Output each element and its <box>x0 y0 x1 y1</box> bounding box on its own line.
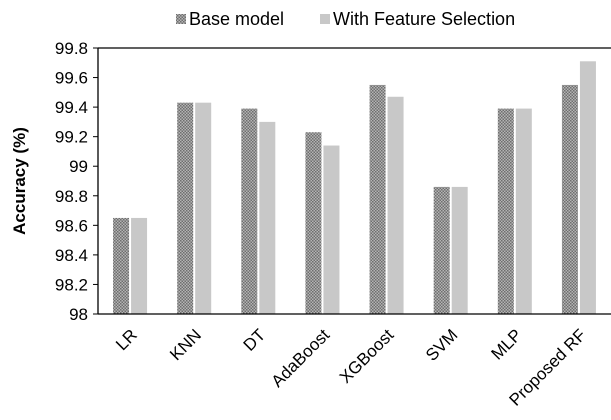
legend-swatch-base-model <box>176 14 186 24</box>
y-tick-label: 99.8 <box>55 39 88 58</box>
x-tick-label: KNN <box>166 325 205 364</box>
bar-base-model-knn <box>177 102 194 314</box>
y-tick-label: 99.4 <box>55 98 88 117</box>
x-tick-label: DT <box>240 325 269 354</box>
bar-with-feature-selection-svm <box>451 186 468 314</box>
y-tick-label: 98 <box>69 305 88 324</box>
y-tick-label: 99.6 <box>55 69 88 88</box>
bar-base-model-adaboost <box>305 132 322 314</box>
bar-base-model-dt <box>241 108 258 314</box>
plot-frame <box>97 47 611 315</box>
y-tick-label: 98.6 <box>55 216 88 235</box>
x-tick-label: LR <box>112 325 141 354</box>
legend-label-with-feature-selection: With Feature Selection <box>333 9 515 29</box>
legend-label-base-model: Base model <box>189 9 284 29</box>
bar-base-model-svm <box>433 186 450 314</box>
bar-with-feature-selection-lr <box>131 217 148 314</box>
y-tick-label: 99.2 <box>55 128 88 147</box>
y-axis-title: Accuracy (%) <box>10 127 29 235</box>
bars <box>113 61 596 315</box>
bar-base-model-lr <box>113 217 130 314</box>
bar-with-feature-selection-proposed-rf <box>579 61 596 314</box>
y-tick-label: 98.8 <box>55 187 88 206</box>
y-tick-label: 98.4 <box>55 246 88 265</box>
x-tick-label: AdaBoost <box>268 325 334 391</box>
legend: Base model With Feature Selection <box>176 9 515 29</box>
y-tick-label: 98.2 <box>55 275 88 294</box>
y-tick-label: 99 <box>69 157 88 176</box>
bar-base-model-mlp <box>497 108 514 314</box>
bar-with-feature-selection-adaboost <box>323 145 340 314</box>
bar-with-feature-selection-mlp <box>515 108 532 314</box>
bar-with-feature-selection-knn <box>195 102 212 314</box>
x-tick-label: SVM <box>422 325 461 364</box>
legend-swatch-with-feature-selection <box>320 14 330 24</box>
bar-with-feature-selection-xgboost <box>387 96 404 315</box>
bar-with-feature-selection-dt <box>259 121 276 314</box>
y-axis: 98 98.2 98.4 98.6 98.8 99 99.2 99.4 99.6 99.8 <box>55 39 98 324</box>
x-tick-label: XGBoost <box>336 325 398 387</box>
x-tick-label: MLP <box>487 325 525 363</box>
bar-base-model-proposed-rf <box>561 84 578 314</box>
bar-base-model-xgboost <box>369 84 386 314</box>
